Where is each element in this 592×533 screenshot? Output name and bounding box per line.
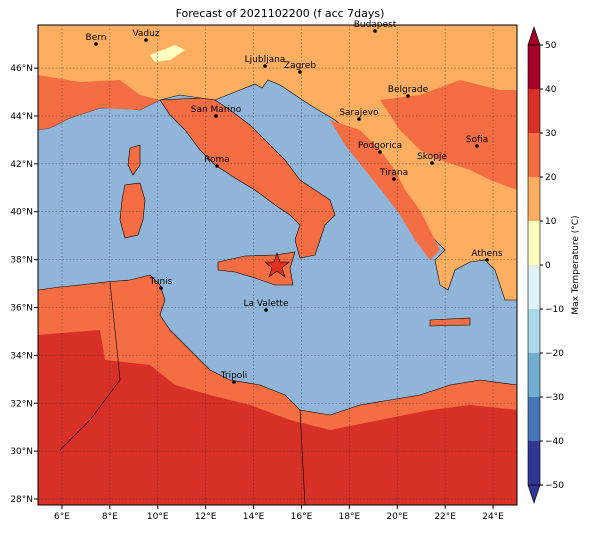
y-tick-label: 44°N (10, 112, 33, 122)
sardinia (119, 182, 146, 239)
city-dot (298, 70, 302, 74)
city-dot (373, 29, 377, 33)
city-label: San Marino (191, 105, 242, 115)
colorbar-segment (528, 309, 540, 353)
y-tick-label: 30°N (10, 447, 33, 457)
colorbar-tick-label: 0 (545, 261, 551, 271)
city-label: Skopje (417, 152, 447, 162)
colorbar-segment (528, 441, 540, 485)
city-label: Tripoli (220, 371, 248, 381)
city-dot (232, 380, 236, 384)
x-tick-label: 24°E (482, 512, 504, 522)
x-tick-label: 16°E (291, 512, 313, 522)
city-dot (215, 164, 219, 168)
y-tick-label: 28°N (10, 495, 33, 505)
colorbar-segment (528, 265, 540, 309)
x-tick-label: 14°E (243, 512, 265, 522)
colorbar-tick-label: 50 (545, 41, 557, 51)
colorbar-segment (528, 177, 540, 221)
y-tick-label: 36°N (10, 303, 33, 313)
y-tick-label: 32°N (10, 399, 33, 409)
city-dot (392, 177, 396, 181)
colorbar-segment (528, 89, 540, 133)
city-dot (475, 144, 479, 148)
hot-region (38, 330, 517, 505)
colorbar-tick-label: −30 (545, 393, 564, 403)
city-label: Ljubljana (245, 55, 286, 65)
crete (429, 317, 471, 327)
city-dot (264, 308, 268, 312)
city-dot (357, 117, 361, 121)
x-tick-label: 8°E (102, 512, 118, 522)
city-label: Vaduz (132, 29, 159, 39)
title: Forecast of 2021102200 (f acc 7days) (176, 7, 385, 20)
colorbar-segment (528, 353, 540, 397)
city-dot (94, 42, 98, 46)
city-label: Zagreb (284, 61, 316, 71)
colorbar-tick-label: −50 (545, 481, 564, 491)
colorbar-tick-label: 10 (545, 217, 557, 227)
city-dot (263, 64, 267, 68)
colorbar-tick-label: −20 (545, 349, 564, 359)
city-dot (159, 286, 163, 290)
city-dot (144, 38, 148, 42)
border (299, 409, 306, 505)
warm-patch (330, 120, 440, 260)
y-tick-label: 40°N (10, 208, 33, 218)
y-tick-label: 38°N (10, 256, 33, 266)
x-tick-label: 6°E (54, 512, 70, 522)
colorbar-label: Max Temperature (°C) (571, 215, 581, 314)
city-label: Tirana (379, 168, 408, 178)
colorbar-extend-top (527, 26, 541, 46)
city-label: La Valette (244, 299, 289, 309)
city-label: Podgorica (358, 141, 402, 151)
city-label: Sarajevo (339, 108, 379, 118)
y-tick-label: 42°N (10, 160, 33, 170)
y-tick-label: 34°N (10, 351, 33, 361)
x-tick-label: 18°E (339, 512, 361, 522)
city-label: Budapest (354, 20, 397, 30)
city-label: Sofia (466, 135, 488, 145)
colorbar-tick-label: 30 (545, 129, 557, 139)
city-label: Bern (86, 33, 107, 43)
colorbar-segment (528, 221, 540, 265)
colorbar-segment (528, 397, 540, 441)
warm-patch (38, 75, 160, 130)
city-label: Roma (204, 155, 230, 165)
city-dot (406, 94, 410, 98)
colorbar-tick-label: −40 (545, 437, 564, 447)
city-dot (214, 114, 218, 118)
map (38, 25, 517, 505)
colorbar-extend-bottom (527, 484, 541, 504)
warm-patch (380, 80, 517, 190)
x-tick-label: 12°E (195, 512, 217, 522)
colorbar-tick-label: 40 (545, 85, 557, 95)
colorbar-tick-label: 20 (545, 173, 557, 183)
city-label: Tunis (149, 277, 173, 287)
x-tick-label: 10°E (147, 512, 169, 522)
city-dot (430, 161, 434, 165)
corsica (127, 144, 141, 176)
colorbar-segment (528, 133, 540, 177)
alps (150, 45, 185, 62)
y-tick-label: 46°N (10, 64, 33, 74)
city-label: Athens (471, 249, 502, 259)
colorbar-segment (528, 45, 540, 89)
city-dot (485, 258, 489, 262)
event-star (264, 252, 290, 278)
x-tick-label: 20°E (386, 512, 408, 522)
x-tick-label: 22°E (434, 512, 456, 522)
city-label: Belgrade (388, 85, 429, 95)
map-frame (37, 24, 518, 506)
border (59, 281, 121, 451)
colorbar-tick-label: −10 (545, 305, 564, 315)
italy (159, 97, 336, 259)
city-dot (378, 150, 382, 154)
